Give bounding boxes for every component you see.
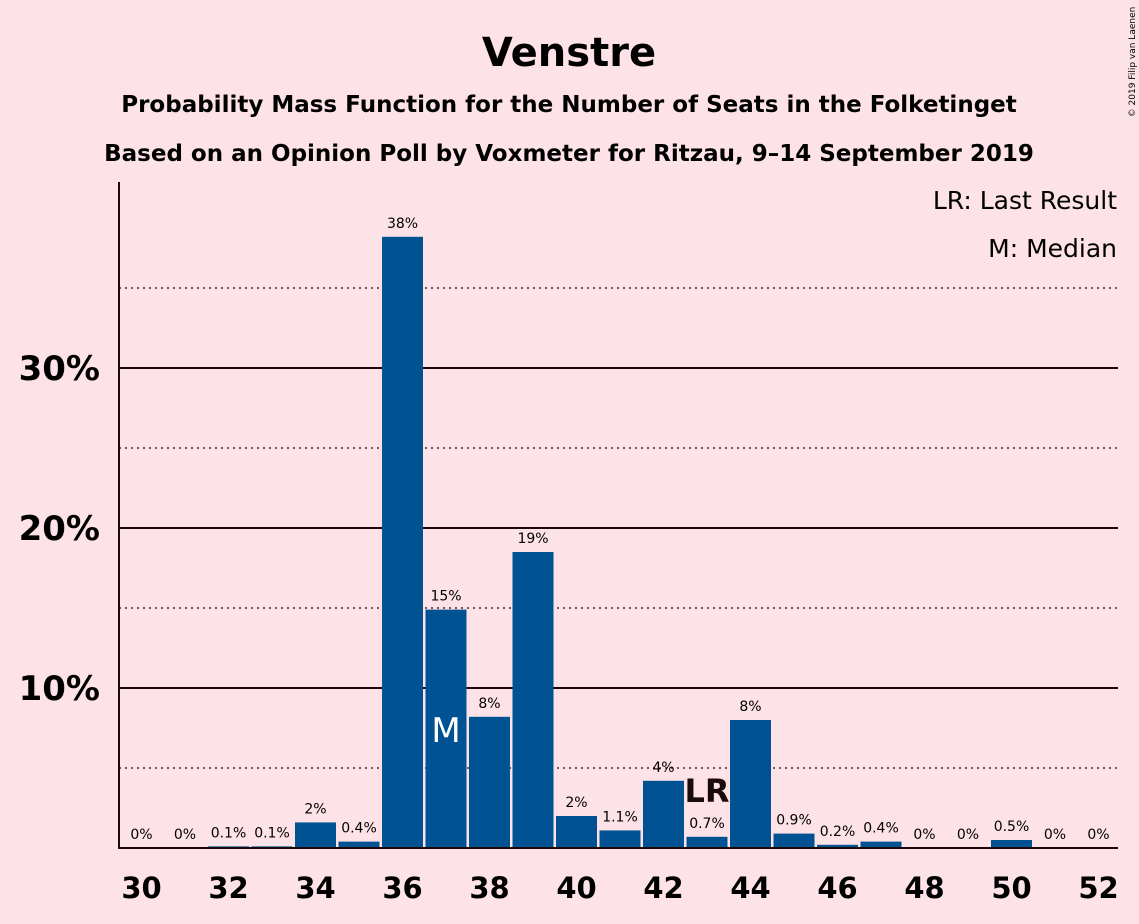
bar-labels: 0% 0% 0.1% 0.1% 2% 0.4% 38% 15% 8% 19% 2% 1.1% 4% 0.7… <box>130 216 1109 843</box>
x-tick-label: 46 <box>817 871 857 905</box>
x-tick-label: 30 <box>121 871 161 905</box>
bar-seat-36 <box>382 236 423 849</box>
x-tick-label: 52 <box>1078 871 1118 905</box>
bar-seat-39 <box>512 552 554 848</box>
x-tick-label: 40 <box>556 871 596 905</box>
bar-label-seat-52: 0% <box>1087 827 1109 843</box>
bar-seat-50 <box>991 840 1032 848</box>
bar-seat-45 <box>773 833 815 848</box>
copyright-text: © 2019 Filip van Laenen <box>1128 7 1138 118</box>
y-tick-label: 10% <box>19 669 100 709</box>
bar-seat-34 <box>295 822 336 848</box>
x-tick-label: 44 <box>730 871 770 905</box>
bar-label-seat-41: 1.1% <box>602 809 638 825</box>
x-tick-label: 34 <box>295 871 335 905</box>
bars <box>208 236 1032 849</box>
bar-label-seat-43: 0.7% <box>689 816 725 832</box>
chart-title: Venstre <box>482 30 656 76</box>
chart-subtitle-line-2: Based on an Opinion Poll by Voxmeter for… <box>104 141 1034 167</box>
y-tick-label: 30% <box>19 349 100 389</box>
bar-label-seat-35: 0.4% <box>341 821 377 837</box>
grid-lines <box>119 287 1118 769</box>
bar-seat-40 <box>556 816 597 848</box>
bar-seat-43 <box>686 836 728 848</box>
bar-seat-42 <box>643 780 684 848</box>
y-tick-labels: 10% 20% 30% <box>19 349 100 709</box>
bar-label-seat-40: 2% <box>565 795 587 811</box>
bar-label-seat-51: 0% <box>1044 827 1066 843</box>
bar-label-seat-39: 19% <box>517 531 548 547</box>
bar-label-seat-45: 0.9% <box>776 813 812 829</box>
x-tick-label: 42 <box>643 871 683 905</box>
bar-seat-38 <box>469 716 510 848</box>
bar-label-seat-48: 0% <box>913 827 935 843</box>
bar-label-seat-50: 0.5% <box>994 819 1030 835</box>
bar-label-seat-37: 15% <box>430 589 461 605</box>
bar-label-seat-36: 38% <box>387 216 418 232</box>
x-tick-label: 48 <box>904 871 944 905</box>
bar-seat-44 <box>730 720 771 848</box>
x-tick-label: 32 <box>208 871 248 905</box>
median-marker: M <box>431 711 460 751</box>
bar-seat-41 <box>599 830 641 848</box>
legend-median: M: Median <box>988 234 1117 263</box>
bar-label-seat-38: 8% <box>478 696 500 712</box>
bar-label-seat-47: 0.4% <box>863 821 899 837</box>
bar-seat-47 <box>860 841 902 848</box>
x-tick-labels: 30 32 34 36 38 40 42 44 46 48 50 52 <box>121 871 1118 905</box>
x-tick-label: 38 <box>469 871 509 905</box>
bar-seat-35 <box>338 841 380 848</box>
bar-label-seat-33: 0.1% <box>254 825 290 841</box>
y-tick-label: 20% <box>19 509 100 549</box>
last-result-marker: LR <box>684 772 729 810</box>
bar-label-seat-49: 0% <box>957 827 979 843</box>
x-tick-label: 50 <box>991 871 1031 905</box>
legend-last-result: LR: Last Result <box>933 186 1117 215</box>
bar-seat-46 <box>817 844 858 848</box>
bar-label-seat-44: 8% <box>739 699 761 715</box>
x-tick-label: 36 <box>382 871 422 905</box>
bar-seat-37-median <box>425 609 467 848</box>
bar-label-seat-46: 0.2% <box>820 824 856 840</box>
bar-label-seat-34: 2% <box>304 801 326 817</box>
bar-markers: M LR <box>431 711 729 810</box>
bar-label-seat-30: 0% <box>130 827 152 843</box>
chart-subtitle-line-1: Probability Mass Function for the Number… <box>121 92 1017 118</box>
bar-label-seat-32: 0.1% <box>211 825 247 841</box>
bar-label-seat-31: 0% <box>174 827 196 843</box>
bar-label-seat-42: 4% <box>652 760 674 776</box>
